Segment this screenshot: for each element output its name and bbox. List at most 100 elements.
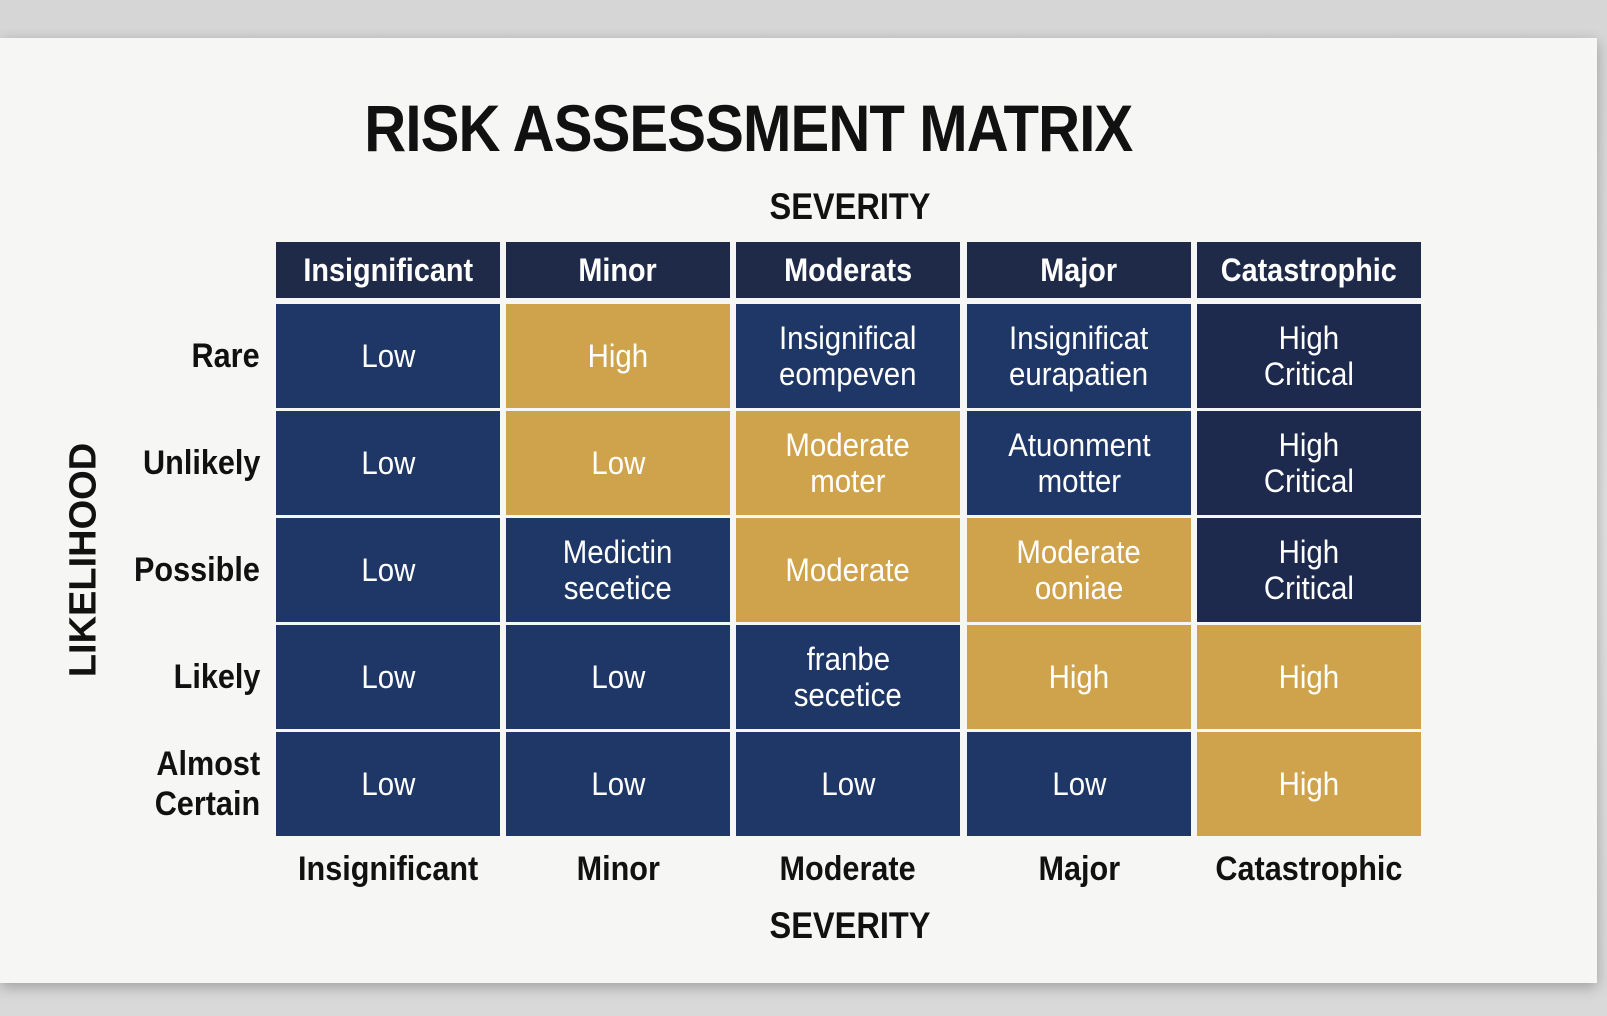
matrix-cell: Insignifical eompeven [736, 304, 960, 408]
matrix-cell-text: Moderate [1016, 534, 1142, 570]
matrix-cell-text: Insignificat [1009, 320, 1149, 356]
matrix-cell: Low [506, 625, 730, 729]
column-header-label: Major [1040, 251, 1118, 288]
row-label-text: Likely [164, 657, 260, 697]
matrix-cell: Low [736, 732, 960, 836]
row-label-text: Possible [120, 550, 260, 590]
severity-axis-label-top: SEVERITY [769, 186, 931, 227]
matrix-cell: Low [276, 732, 500, 836]
row-label-text: Unlikely [130, 443, 260, 483]
page-title: RISK ASSESSMENT MATRIX [364, 91, 1133, 165]
column-footer-label: Major [964, 850, 1194, 889]
matrix-cell: Low [276, 625, 500, 729]
column-header-label: Insignificant [303, 251, 473, 288]
likelihood-axis-label: LIKELIHOOD [62, 442, 105, 678]
row-label-line: Certain [154, 785, 260, 823]
matrix-cell: High Critical [1197, 304, 1421, 408]
column-footer-label: Catastrophic [1194, 850, 1424, 889]
row-label: Almost Certain [110, 732, 260, 836]
matrix-cell-text: Moderate [785, 552, 911, 588]
row-label: Possible [110, 518, 260, 622]
matrix-cell-text: Low [360, 552, 415, 588]
column-header-label: Minor [578, 251, 658, 288]
row-label: Rare [110, 304, 260, 408]
matrix-cell-text: Low [590, 766, 645, 802]
matrix-cell: Medictin secetice [506, 518, 730, 622]
column-header-label: Catastrophic [1220, 251, 1398, 288]
matrix-cell: Low [276, 518, 500, 622]
column-header: Moderats [736, 242, 960, 298]
column-footer-text: Moderate [779, 850, 917, 888]
row-label-text: Almost Certain [143, 744, 260, 824]
column-footer-text: Catastrophic [1215, 850, 1403, 888]
matrix-cell-text: eurapatien [1009, 356, 1149, 392]
matrix-cell-text: franbe [806, 641, 890, 677]
matrix-cell: Insignificat eurapatien [967, 304, 1191, 408]
matrix-cell: High [1197, 732, 1421, 836]
matrix-cell: Low [967, 732, 1191, 836]
matrix-cell: High [1197, 625, 1421, 729]
column-header: Minor [506, 242, 730, 298]
matrix-cell: Moderate ooniae [967, 518, 1191, 622]
matrix-cell-text: Low [360, 445, 415, 481]
matrix-cell-text: Low [360, 338, 415, 374]
matrix-cell: Low [506, 732, 730, 836]
matrix-cell-text: High [1048, 659, 1110, 695]
matrix-cell-text: ooniae [1034, 570, 1124, 606]
column-footer-text: Major [1038, 850, 1120, 888]
matrix-cell-text: Low [360, 766, 415, 802]
matrix-cell: Low [276, 411, 500, 515]
matrix-cell: Atuonment motter [967, 411, 1191, 515]
matrix-cell: Low [506, 411, 730, 515]
matrix-cell: High [506, 304, 730, 408]
matrix-cell-text: eompeven [779, 356, 917, 392]
matrix-cell-text: Critical [1264, 356, 1354, 392]
column-header: Insignificant [276, 242, 500, 298]
column-footer-label: Insignificant [273, 850, 503, 889]
matrix-cell-text: Low [820, 766, 875, 802]
matrix-cell-text: Insignifical [779, 320, 917, 356]
column-header-label: Moderats [783, 251, 913, 288]
matrix-cell-text: Critical [1264, 463, 1354, 499]
matrix-cell-text: Low [360, 659, 415, 695]
matrix-cell: High [967, 625, 1191, 729]
row-label-line: Rare [191, 337, 260, 375]
row-label-line: Almost [156, 745, 260, 783]
row-label-line: Likely [173, 658, 260, 696]
matrix-cell-text: Medictin [563, 534, 673, 570]
row-label: Likely [110, 625, 260, 729]
column-footer-text: Minor [576, 850, 660, 888]
column-footer-label: Minor [503, 850, 733, 889]
matrix-cell: Low [276, 304, 500, 408]
row-label-line: Possible [134, 551, 260, 589]
matrix-cell-text: Critical [1264, 570, 1354, 606]
matrix-cell: franbe secetice [736, 625, 960, 729]
matrix-cell-text: High [1278, 766, 1340, 802]
matrix-cell-text: High [1278, 320, 1340, 356]
matrix-cell-text: High [587, 338, 649, 374]
matrix-cell-text: Low [590, 659, 645, 695]
matrix-cell: Moderate [736, 518, 960, 622]
matrix-cell-text: moter [810, 463, 886, 499]
matrix-cell-text: Low [590, 445, 645, 481]
severity-axis-label-bottom: SEVERITY [769, 905, 931, 946]
row-label-line: Unlikely [142, 444, 260, 482]
matrix-cell-text: High [1278, 534, 1340, 570]
column-header: Catastrophic [1197, 242, 1421, 298]
row-label-text: Rare [184, 336, 260, 376]
matrix-cell-text: High [1278, 659, 1340, 695]
column-header: Major [967, 242, 1191, 298]
matrix-cell: Moderate moter [736, 411, 960, 515]
matrix-cell-text: Atuonment [1007, 427, 1151, 463]
matrix-cell-text: secetice [563, 570, 672, 606]
matrix-cell-text: motter [1037, 463, 1121, 499]
column-footer-label: Moderate [733, 850, 963, 889]
matrix-cell-text: Low [1051, 766, 1106, 802]
row-label: Unlikely [110, 411, 260, 515]
matrix-cell-text: secetice [793, 677, 902, 713]
matrix-cell-text: High [1278, 427, 1340, 463]
matrix-cell: High Critical [1197, 518, 1421, 622]
matrix-cell-text: Moderate [785, 427, 911, 463]
matrix-cell: High Critical [1197, 411, 1421, 515]
column-footer-text: Insignificant [297, 850, 479, 888]
